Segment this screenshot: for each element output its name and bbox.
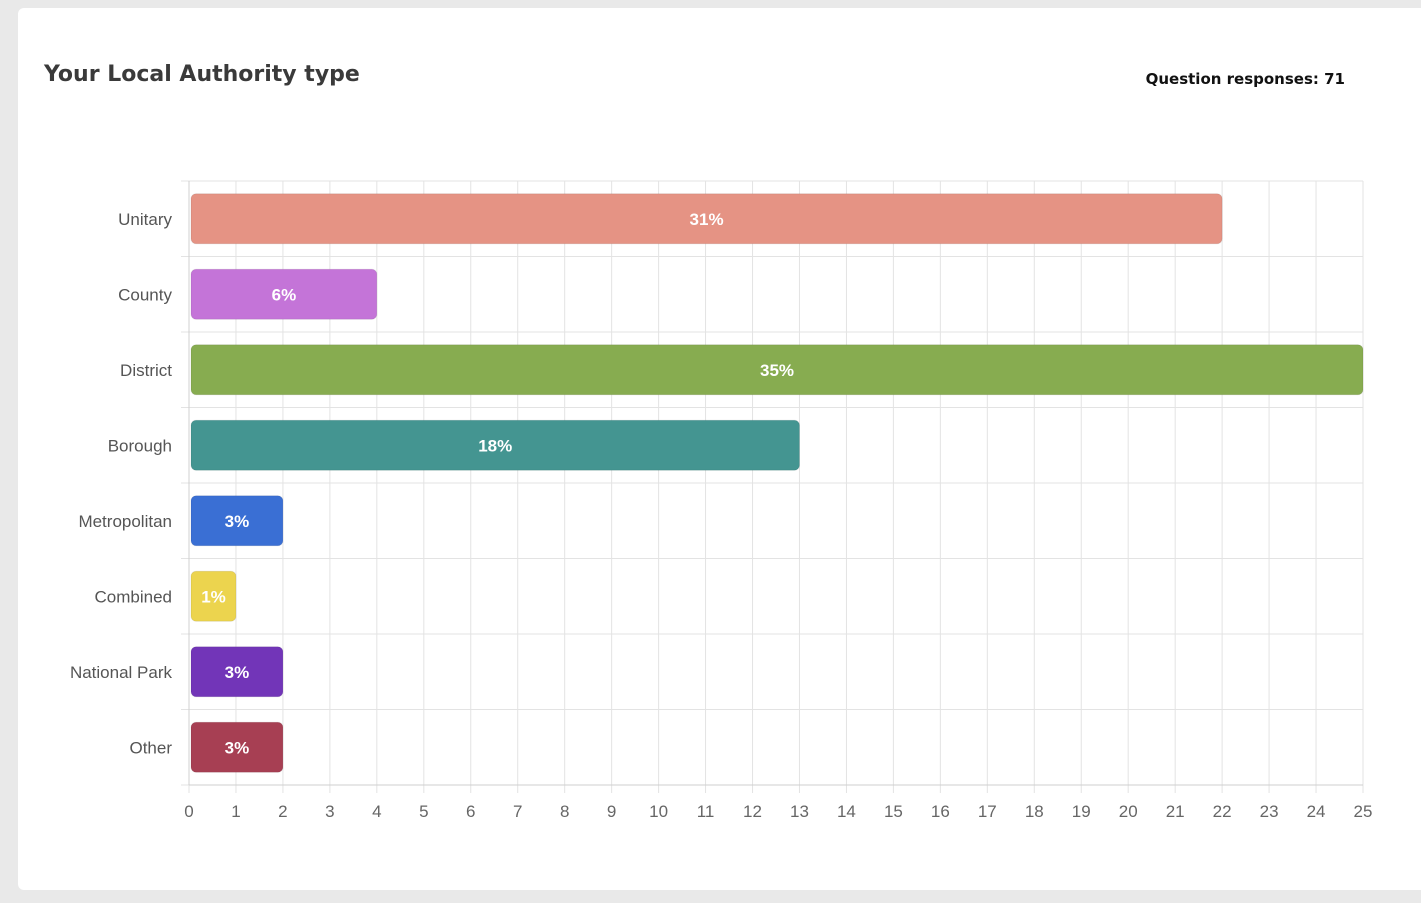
x-tick-label: 10: [649, 802, 668, 821]
x-tick-label: 4: [372, 802, 381, 821]
bar-value-label: 6%: [272, 285, 297, 304]
x-tick-label: 13: [790, 802, 809, 821]
x-tick-label: 11: [697, 802, 715, 821]
bar-value-label: 3%: [225, 512, 250, 531]
x-tick-label: 24: [1307, 802, 1326, 821]
x-tick-label: 7: [513, 802, 522, 821]
bar-value-label: 3%: [225, 663, 250, 682]
bar-value-label: 1%: [201, 587, 226, 606]
x-tick-label: 20: [1119, 802, 1138, 821]
category-label: National Park: [70, 663, 173, 682]
x-tick-label: 14: [837, 802, 856, 821]
x-tick-label: 15: [884, 802, 903, 821]
x-tick-label: 16: [931, 802, 950, 821]
x-tick-label: 17: [978, 802, 997, 821]
category-label: Metropolitan: [78, 512, 172, 531]
bar-value-label: 18%: [478, 436, 512, 455]
x-tick-label: 18: [1025, 802, 1044, 821]
bar-value-label: 35%: [760, 361, 794, 380]
category-label: Unitary: [118, 210, 172, 229]
x-tick-label: 1: [231, 802, 240, 821]
x-tick-label: 3: [325, 802, 334, 821]
x-tick-label: 21: [1166, 802, 1185, 821]
x-tick-label: 23: [1260, 802, 1279, 821]
x-tick-label: 22: [1213, 802, 1232, 821]
x-tick-label: 25: [1354, 802, 1373, 821]
category-label: Other: [129, 738, 172, 757]
x-tick-label: 12: [743, 802, 762, 821]
x-tick-label: 8: [560, 802, 569, 821]
x-tick-label: 5: [419, 802, 428, 821]
bar-value-label: 3%: [225, 738, 250, 757]
x-tick-label: 2: [278, 802, 287, 821]
x-tick-label: 0: [184, 802, 193, 821]
category-label: County: [118, 285, 172, 304]
category-label: Borough: [108, 436, 172, 455]
category-label: Combined: [95, 587, 173, 606]
x-tick-label: 9: [607, 802, 616, 821]
category-label: District: [120, 361, 172, 380]
x-tick-label: 6: [466, 802, 475, 821]
bar-value-label: 31%: [690, 210, 724, 229]
x-tick-label: 19: [1072, 802, 1091, 821]
